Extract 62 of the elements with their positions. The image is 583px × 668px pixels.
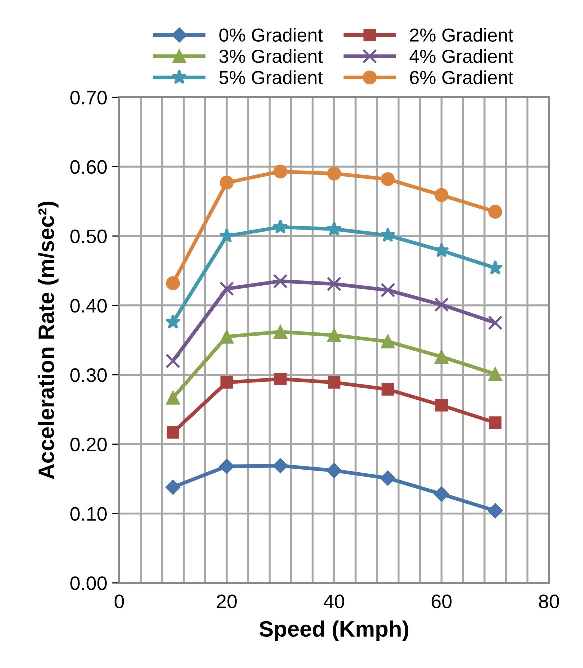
y-tick-label: 0.00	[70, 576, 107, 590]
point	[273, 458, 288, 474]
point	[382, 383, 394, 396]
point	[273, 274, 288, 289]
point	[220, 282, 234, 296]
legend-label: 5% Gradient	[220, 70, 323, 84]
x-axis-title: Speed (Kmph)	[260, 620, 409, 642]
y-tick-label: 0.40	[70, 299, 107, 313]
point	[489, 416, 502, 430]
point	[326, 463, 342, 478]
point	[488, 260, 504, 275]
point	[326, 221, 342, 236]
point	[380, 470, 396, 486]
point	[434, 486, 450, 502]
point	[434, 298, 450, 312]
point	[274, 325, 288, 339]
y-tick-label: 0.60	[70, 160, 107, 174]
point	[166, 354, 181, 368]
x-tick-label: 60	[432, 594, 452, 609]
legend-label: 6% Gradient	[410, 70, 514, 84]
point	[327, 276, 342, 292]
point	[220, 330, 234, 344]
point	[327, 328, 342, 342]
point	[166, 426, 180, 439]
point	[220, 376, 234, 389]
point	[220, 176, 234, 190]
legend-label: 0% Gradient	[220, 28, 323, 42]
point	[327, 166, 342, 181]
point	[488, 367, 502, 382]
point	[434, 188, 449, 202]
point	[434, 350, 449, 364]
point	[380, 228, 396, 242]
point	[274, 372, 287, 386]
y-tick-label: 0.70	[70, 90, 107, 105]
x-tick-label: 0	[114, 594, 124, 609]
point	[274, 164, 288, 179]
legend-label: 4% Gradient	[410, 49, 514, 64]
legend-label: 2% Gradient	[410, 28, 514, 42]
point	[166, 480, 181, 495]
y-axis-title: Acceleration Rate (m/sec²)	[38, 202, 59, 480]
point	[381, 334, 396, 349]
point	[488, 316, 503, 330]
point	[166, 314, 181, 329]
point	[166, 276, 180, 290]
legend-label: 3% Gradient	[220, 49, 323, 64]
point	[488, 503, 504, 519]
point	[328, 376, 341, 389]
point	[166, 390, 180, 405]
x-tick-label: 80	[539, 594, 560, 609]
y-tick-label: 0.50	[70, 230, 107, 244]
point	[219, 459, 235, 474]
y-tick-label: 0.30	[70, 368, 107, 382]
y-tick-label: 0.20	[70, 438, 107, 452]
x-tick-label: 40	[324, 594, 344, 609]
y-tick-label: 0.10	[70, 507, 107, 522]
point	[219, 228, 235, 243]
point	[488, 205, 502, 219]
point	[380, 283, 396, 298]
point	[436, 399, 448, 412]
point	[272, 219, 288, 234]
point	[381, 172, 396, 186]
x-tick-label: 20	[217, 594, 237, 609]
